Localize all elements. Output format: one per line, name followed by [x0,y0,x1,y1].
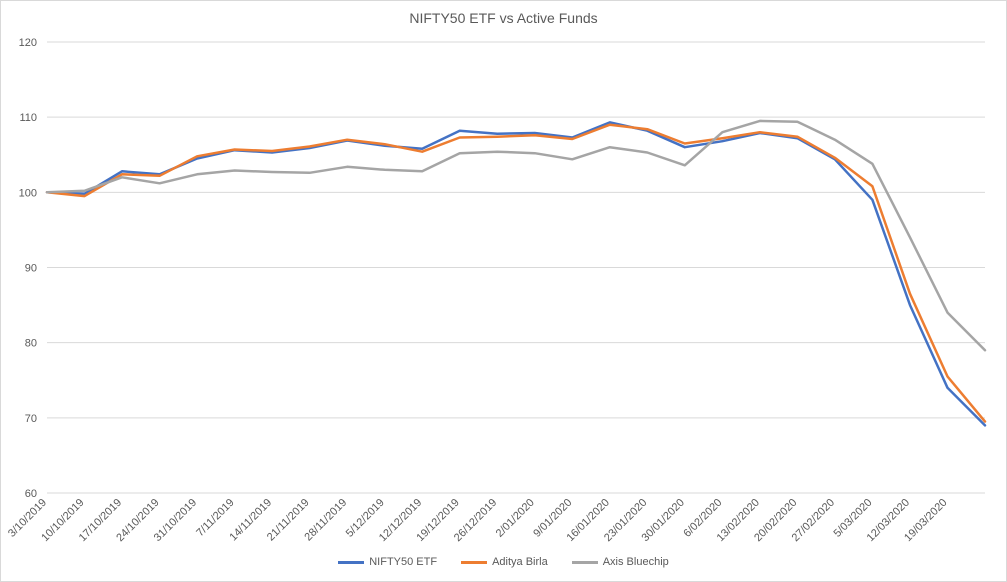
legend-swatch [338,560,365,564]
legend: NIFTY50 ETF Aditya Birla Axis Bluechip [0,556,1007,568]
y-tick-label: 70 [25,413,37,425]
chart-title: NIFTY50 ETF vs Active Funds [409,10,598,26]
legend-item: NIFTY50 ETF [338,556,437,568]
series-line-axis-bluechip [45,119,987,352]
legend-item: Aditya Birla [461,556,548,568]
x-tick-label: 2/01/2020 [494,497,537,540]
legend-swatch [571,560,598,564]
y-tick-label: 120 [19,37,37,49]
legend-item: Axis Bluechip [571,556,669,568]
y-tick-label: 80 [25,338,37,350]
y-tick-label: 100 [19,187,37,199]
series-line-aditya-birla [45,123,987,423]
legend-label: Axis Bluechip [602,556,669,568]
y-tick-label: 110 [19,112,37,124]
y-tick-label: 60 [25,488,37,500]
series-line-nifty50-etf [45,121,987,427]
legend-label: NIFTY50 ETF [369,556,438,568]
legend-swatch [461,560,488,564]
y-tick-label: 90 [25,263,37,275]
legend-label: Aditya Birla [492,556,548,568]
